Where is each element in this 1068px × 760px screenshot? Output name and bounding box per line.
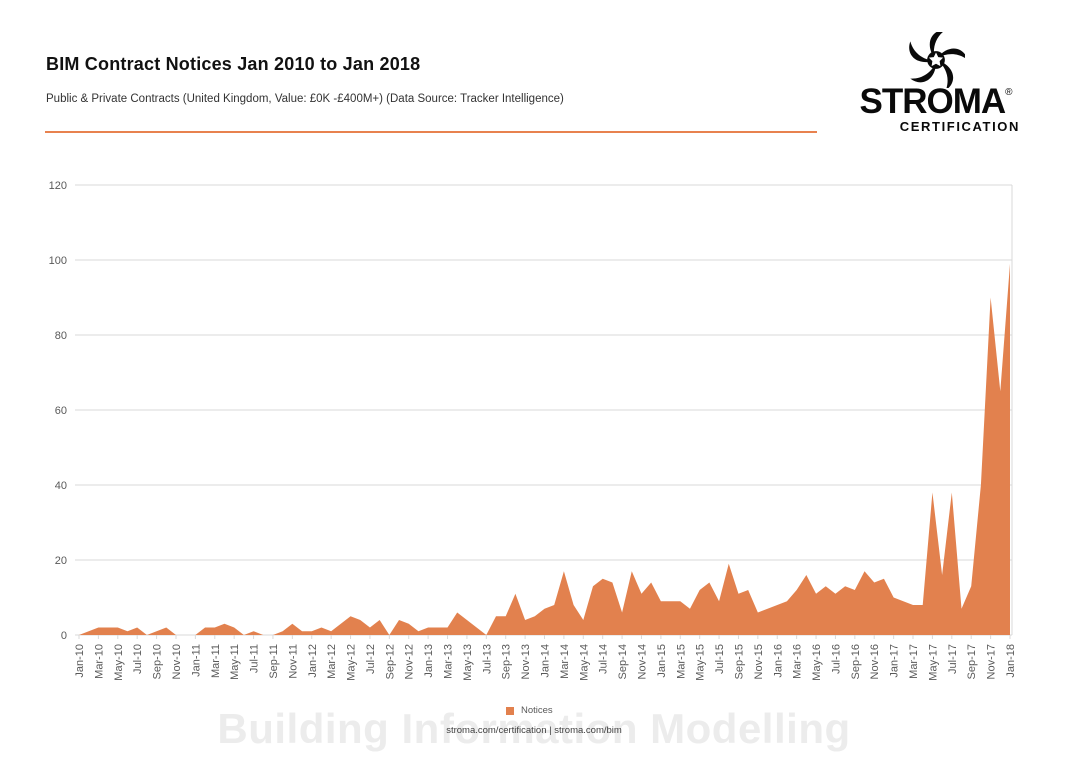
svg-text:Nov-16: Nov-16 [869, 644, 881, 679]
stroma-swirl-icon [907, 32, 965, 88]
svg-text:Nov-11: Nov-11 [287, 644, 299, 679]
svg-text:May-14: May-14 [578, 644, 590, 681]
svg-text:May-16: May-16 [811, 644, 823, 681]
svg-text:Jul-15: Jul-15 [714, 644, 726, 674]
svg-text:Jan-16: Jan-16 [772, 644, 784, 678]
svg-text:Jul-10: Jul-10 [132, 644, 144, 674]
svg-text:May-11: May-11 [229, 644, 241, 680]
orange-divider-line [45, 131, 817, 133]
svg-text:120: 120 [49, 180, 67, 192]
svg-text:Sep-11: Sep-11 [268, 644, 280, 679]
svg-text:Mar-10: Mar-10 [93, 644, 105, 679]
svg-text:Jul-16: Jul-16 [830, 644, 842, 674]
page-title: BIM Contract Notices Jan 2010 to Jan 201… [46, 54, 421, 74]
svg-text:Jan-11: Jan-11 [190, 644, 202, 677]
svg-text:60: 60 [55, 405, 67, 417]
svg-text:Sep-12: Sep-12 [384, 644, 396, 679]
svg-text:May-10: May-10 [113, 644, 125, 681]
svg-text:Jan-14: Jan-14 [540, 644, 552, 678]
svg-text:Nov-15: Nov-15 [753, 644, 765, 679]
svg-text:Sep-14: Sep-14 [617, 644, 629, 679]
svg-text:Sep-16: Sep-16 [850, 644, 862, 679]
svg-text:Sep-13: Sep-13 [501, 644, 513, 679]
svg-text:Mar-13: Mar-13 [443, 644, 455, 679]
svg-text:Mar-15: Mar-15 [675, 644, 687, 679]
svg-text:Jan-15: Jan-15 [656, 644, 668, 678]
page-subtitle: Public & Private Contracts (United Kingd… [46, 93, 564, 105]
watermark-text: Building Information Modelling [217, 705, 851, 752]
svg-text:Mar-17: Mar-17 [908, 644, 920, 679]
svg-text:Jul-11: Jul-11 [249, 644, 261, 673]
svg-text:Jul-17: Jul-17 [947, 644, 959, 674]
svg-text:Sep-10: Sep-10 [152, 644, 164, 679]
svg-text:May-13: May-13 [462, 644, 474, 681]
svg-text:Nov-13: Nov-13 [520, 644, 532, 679]
svg-text:Mar-11: Mar-11 [210, 644, 222, 678]
svg-text:Mar-12: Mar-12 [326, 644, 338, 679]
legend-label: Notices [521, 705, 553, 716]
svg-text:May-17: May-17 [927, 644, 939, 681]
svg-text:May-12: May-12 [346, 644, 358, 681]
logo-wordmark: STROMA® [859, 82, 1013, 121]
stroma-logo: STROMA® CERTIFICATION [850, 32, 1022, 134]
svg-text:Jan-10: Jan-10 [74, 644, 86, 678]
svg-text:Nov-17: Nov-17 [986, 644, 998, 679]
svg-text:Nov-12: Nov-12 [404, 644, 416, 679]
svg-text:80: 80 [55, 330, 67, 342]
svg-text:Nov-14: Nov-14 [636, 644, 648, 679]
legend-swatch-icon [506, 706, 514, 715]
footer-links: stroma.com/certification | stroma.com/bi… [446, 725, 622, 736]
svg-text:Mar-14: Mar-14 [559, 644, 571, 679]
svg-text:Nov-10: Nov-10 [171, 644, 183, 679]
svg-text:Mar-16: Mar-16 [792, 644, 804, 679]
logo-certification-label: CERTIFICATION [899, 119, 1020, 134]
svg-text:Sep-17: Sep-17 [966, 644, 978, 679]
svg-text:100: 100 [49, 255, 67, 267]
svg-text:40: 40 [55, 480, 67, 492]
registered-mark: ® [1005, 87, 1013, 98]
svg-text:Jan-12: Jan-12 [307, 644, 319, 678]
svg-text:Jul-13: Jul-13 [481, 644, 493, 674]
chart-legend: Notices [506, 705, 553, 716]
svg-text:Jul-14: Jul-14 [598, 644, 610, 674]
svg-text:Jan-13: Jan-13 [423, 644, 435, 678]
svg-text:Jan-18: Jan-18 [1005, 644, 1017, 678]
svg-text:0: 0 [61, 630, 67, 642]
svg-text:Jul-12: Jul-12 [365, 644, 377, 674]
star-cutout [928, 52, 944, 67]
svg-text:20: 20 [55, 555, 67, 567]
svg-text:Jan-17: Jan-17 [889, 644, 901, 678]
svg-text:Sep-15: Sep-15 [733, 644, 745, 679]
svg-text:May-15: May-15 [695, 644, 707, 681]
